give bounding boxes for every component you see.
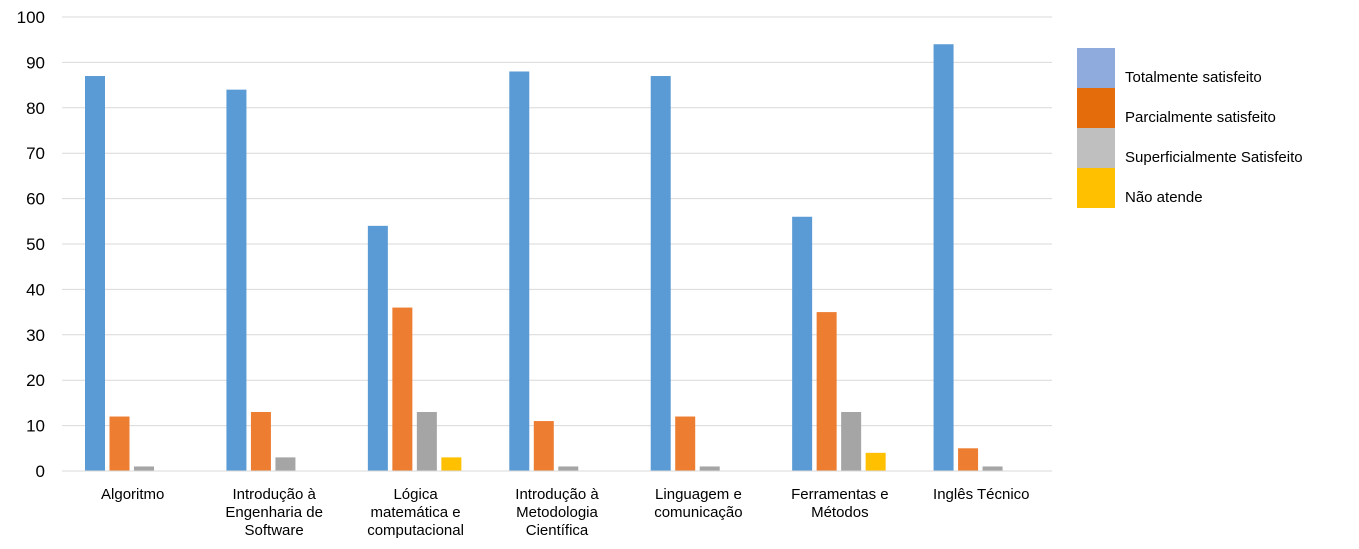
legend: Totalmente satisfeito Parcialmente satisf… [1077, 48, 1303, 208]
category-label-line: Ferramentas e [791, 486, 889, 503]
bar-parcialmente-satisfeito-6 [958, 448, 979, 471]
category-label-line: computacional [367, 522, 464, 539]
gridlines [62, 16, 1052, 427]
legend-swatch [1077, 48, 1115, 88]
y-tick-label: 20 [26, 371, 45, 390]
legend-label: Parcialmente satisfeito [1125, 109, 1276, 126]
bar-parcialmente-satisfeito-4 [675, 416, 696, 471]
bar-superficialmente-satisfeito-6 [982, 466, 1003, 471]
legend-swatch [1077, 168, 1115, 208]
category-label-line: Lógica [393, 486, 438, 503]
legend-swatch [1077, 88, 1115, 128]
category-label: Algoritmo [101, 486, 164, 503]
bar-parcialmente-satisfeito-0 [109, 416, 130, 471]
category-label-line: Software [245, 522, 304, 539]
bar-totalmente-satisfeito-1 [226, 89, 247, 471]
bar-totalmente-satisfeito-2 [367, 225, 388, 471]
bars [85, 44, 1003, 472]
bar-superficialmente-satisfeito-4 [699, 466, 720, 471]
bar-totalmente-satisfeito-0 [85, 76, 105, 472]
legend-label: Totalmente satisfeito [1125, 69, 1262, 86]
bar-totalmente-satisfeito-5 [792, 216, 813, 471]
y-tick-label: 60 [26, 190, 45, 209]
bar-superficialmente-satisfeito-5 [841, 411, 862, 471]
bar-superficialmente-satisfeito-3 [558, 466, 579, 471]
category-label-line: Linguagem e [655, 486, 742, 503]
y-tick-label: 50 [26, 235, 45, 254]
bar-n-o-atende-5 [865, 452, 886, 471]
category-label: Introdução à Engenharia de Software [225, 486, 323, 539]
y-tick-label: 0 [36, 462, 45, 481]
y-tick-label: 100 [17, 8, 45, 27]
y-tick-label: 10 [26, 417, 45, 436]
x-axis-category-labels: Algoritmo Introdução à Engenharia de Softwa… [101, 486, 1029, 539]
legend-swatch [1077, 128, 1115, 168]
y-tick-label: 70 [26, 144, 45, 163]
category-label: Linguagem e comunicação [654, 486, 742, 521]
y-tick-label: 30 [26, 326, 45, 345]
y-axis-tick-labels: 0 10 20 30 40 50 60 70 80 90 100 [17, 8, 45, 481]
bar-parcialmente-satisfeito-3 [533, 421, 554, 471]
category-label-line: Métodos [811, 504, 869, 521]
bar-totalmente-satisfeito-6 [933, 44, 954, 472]
bar-totalmente-satisfeito-4 [650, 76, 671, 472]
category-label-line: Científica [526, 522, 589, 539]
category-label: Lógica matemática e computacional [367, 486, 464, 539]
bar-parcialmente-satisfeito-5 [816, 312, 837, 471]
category-label: Ferramentas e Métodos [791, 486, 889, 521]
bar-n-o-atende-2 [441, 457, 462, 471]
y-tick-label: 40 [26, 280, 45, 299]
category-label-line: Introdução à [232, 486, 316, 503]
legend-label: Não atende [1125, 189, 1203, 206]
y-tick-label: 80 [26, 99, 45, 118]
category-label-line: matemática e [371, 504, 461, 521]
category-label-line: comunicação [654, 504, 742, 521]
bar-superficialmente-satisfeito-1 [275, 457, 296, 471]
category-label: Introdução à Metodologia Científica [515, 486, 599, 539]
category-label-line: Metodologia [516, 504, 598, 521]
category-label-line: Inglês Técnico [933, 486, 1029, 503]
category-label-line: Introdução à [515, 486, 599, 503]
bar-parcialmente-satisfeito-2 [392, 307, 413, 471]
bar-parcialmente-satisfeito-1 [250, 411, 271, 471]
category-label-line: Engenharia de [225, 504, 323, 521]
bar-totalmente-satisfeito-3 [509, 71, 530, 471]
category-label-line: Algoritmo [101, 486, 164, 503]
y-tick-label: 90 [26, 53, 45, 72]
category-label: Inglês Técnico [933, 486, 1029, 503]
bar-superficialmente-satisfeito-0 [134, 466, 154, 471]
bar-superficialmente-satisfeito-2 [416, 411, 437, 471]
legend-label: Superficialmente Satisfeito [1125, 149, 1303, 166]
